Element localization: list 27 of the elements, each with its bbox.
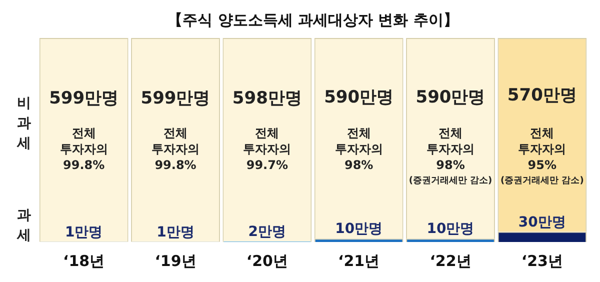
data-label: 2만명 bbox=[248, 224, 286, 240]
series-label: 비과세 bbox=[16, 95, 31, 152]
x-tick-label: ‘19년 bbox=[154, 252, 196, 270]
annotation: 전체 투자자의 99.8% bbox=[60, 126, 108, 172]
annotation: 전체 투자자의 98% (증권거래세만 감소) bbox=[408, 126, 492, 186]
annotation: 전체 투자자의 95% (증권거래세만 감소) bbox=[500, 126, 584, 186]
x-tick-label: ‘23년 bbox=[521, 252, 563, 270]
data-label: 1만명 bbox=[64, 224, 103, 240]
annotation: 전체 투자자의 98% bbox=[334, 126, 383, 172]
series-label: 과세 bbox=[16, 208, 31, 244]
data-label: 599만명 bbox=[49, 88, 119, 109]
x-tick-label: ‘18년 bbox=[63, 252, 105, 270]
data-label: 598만명 bbox=[232, 88, 302, 108]
data-label: 1만명 bbox=[156, 224, 194, 240]
data-label: 590만명 bbox=[416, 88, 486, 108]
annotation: 전체 투자자의 99.7% bbox=[243, 126, 292, 172]
chart-title: 【주식 양도소득세 과세대상자 변화 추이】 bbox=[168, 10, 458, 29]
x-tick-label: ‘21년 bbox=[338, 252, 380, 270]
data-label: 599만명 bbox=[140, 88, 210, 109]
data-label: 590만명 bbox=[324, 88, 394, 108]
annotation: 전체 투자자의 99.8% bbox=[152, 126, 200, 172]
x-tick-label: ‘20년 bbox=[246, 252, 288, 270]
x-tick-label: ‘22년 bbox=[430, 252, 472, 270]
data-label: 30만명 bbox=[518, 214, 566, 230]
data-label: 10만명 bbox=[426, 221, 474, 238]
data-label: 570만명 bbox=[507, 86, 577, 106]
data-label: 10만명 bbox=[335, 221, 383, 238]
